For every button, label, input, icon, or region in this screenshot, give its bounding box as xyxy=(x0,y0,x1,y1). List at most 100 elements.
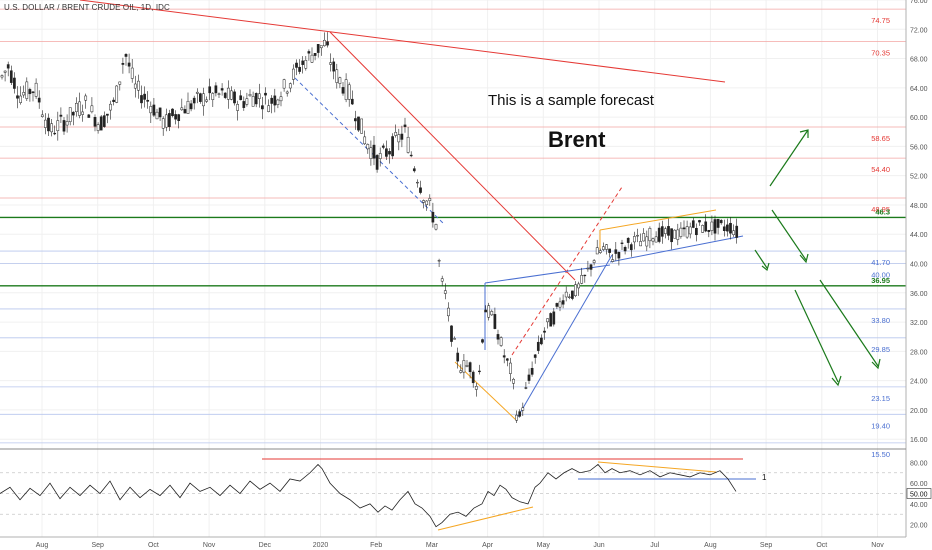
candle-body xyxy=(261,105,264,110)
candle-body xyxy=(146,99,150,102)
candle-body xyxy=(304,60,308,69)
candle-body xyxy=(623,247,627,252)
candle-body xyxy=(691,220,695,228)
candle-body xyxy=(719,220,723,224)
candle-body xyxy=(704,221,708,232)
forecast-arrow-short xyxy=(754,249,768,269)
candle-body xyxy=(521,407,525,411)
candle-body xyxy=(22,92,26,96)
candle-body xyxy=(19,95,22,103)
candle-body xyxy=(270,97,274,104)
candle-body xyxy=(440,278,444,282)
candle-body xyxy=(357,116,360,131)
candle-body xyxy=(329,62,332,65)
candle-body xyxy=(177,114,181,122)
candle-body xyxy=(87,114,91,118)
price-axis[interactable]: 76.00 72.00 68.00 64.00 60.00 56.00 52.00 48.00… xyxy=(910,0,928,444)
candle-body xyxy=(236,104,239,111)
candle-body xyxy=(388,151,391,155)
candle-body xyxy=(648,228,652,242)
candle-body xyxy=(505,358,509,361)
level-label: 74.75 xyxy=(871,16,890,25)
price-tick-label: 40.00 xyxy=(910,262,928,269)
price-tick-label: 48.00 xyxy=(910,203,928,210)
candle-body xyxy=(617,252,621,259)
candle-body xyxy=(496,334,500,340)
forecast-arrow-up xyxy=(769,129,809,187)
time-tick-label: 2020 xyxy=(313,542,329,549)
candle-body xyxy=(645,236,649,247)
forecast-arrow-down-1-head xyxy=(799,253,809,264)
candle-body xyxy=(13,77,16,89)
candle-body xyxy=(524,387,528,389)
candle-body xyxy=(586,267,590,270)
candle-body xyxy=(459,370,463,373)
candle-body xyxy=(471,371,475,384)
candle-body xyxy=(149,106,153,114)
candle-body xyxy=(462,360,466,373)
candle-body xyxy=(186,100,190,114)
candle-body xyxy=(137,80,140,91)
candle-body xyxy=(155,111,159,120)
forecast-arrow-down-3 xyxy=(794,289,839,383)
candle-body xyxy=(453,338,456,340)
rsi-tick-label: 20.00 xyxy=(910,523,928,530)
candle-body xyxy=(332,61,336,72)
candle-body xyxy=(245,98,249,105)
candle-body xyxy=(189,103,193,110)
candle-body xyxy=(273,95,277,106)
candle-body xyxy=(350,98,354,105)
price-tick-label: 28.00 xyxy=(910,349,928,356)
level-label: 23.15 xyxy=(871,394,890,403)
forecast-arrow-down-2-head xyxy=(871,358,881,370)
candle-body xyxy=(319,45,323,49)
candle-body xyxy=(391,136,394,157)
candle-body xyxy=(295,62,298,68)
candle-body xyxy=(450,325,453,342)
time-tick-label: Apr xyxy=(482,542,494,549)
price-tick-label: 68.00 xyxy=(910,57,928,64)
candle-body xyxy=(292,68,295,80)
candle-body xyxy=(93,116,97,127)
candle-body xyxy=(468,362,472,373)
rsi-tick-label: 80.00 xyxy=(910,460,928,467)
candle-body xyxy=(96,124,100,131)
candlesticks xyxy=(0,32,739,424)
candle-body xyxy=(310,54,314,63)
candle-body xyxy=(180,107,184,111)
candle-body xyxy=(406,136,410,153)
rsi-line xyxy=(0,463,737,528)
candle-body xyxy=(205,99,208,102)
time-tick-label: Aug xyxy=(36,542,49,549)
candle-body xyxy=(127,62,131,67)
time-axis[interactable]: Aug Sep Oct Nov Dec 2020 Feb Mar Apr May Jun Jul Aug… xyxy=(36,542,884,549)
price-tick-label: 52.00 xyxy=(910,174,928,181)
candle-body xyxy=(419,187,422,193)
candle-body xyxy=(567,296,571,298)
candle-body xyxy=(140,95,143,104)
candle-body xyxy=(354,118,357,122)
candle-body xyxy=(397,134,401,143)
candle-body xyxy=(657,227,661,242)
candle-body xyxy=(288,83,292,89)
candle-body xyxy=(264,92,267,96)
candle-body xyxy=(257,93,261,99)
candle-body xyxy=(620,242,624,244)
candle-body xyxy=(220,88,224,91)
candle-body xyxy=(341,87,345,94)
candle-body xyxy=(425,200,429,205)
candle-body xyxy=(543,330,546,333)
level-label: 36.95 xyxy=(871,276,890,285)
crash-trend-line xyxy=(329,31,576,281)
rsi-pane[interactable] xyxy=(0,458,906,531)
candle-body xyxy=(112,99,115,102)
candle-body xyxy=(375,155,379,170)
candle-body xyxy=(493,314,497,329)
candle-body xyxy=(670,228,673,243)
candle-body xyxy=(437,260,441,262)
forecast-arrow-up-head xyxy=(799,129,809,138)
candle-body xyxy=(37,97,41,103)
candle-body xyxy=(214,85,218,94)
candle-body xyxy=(549,313,553,327)
